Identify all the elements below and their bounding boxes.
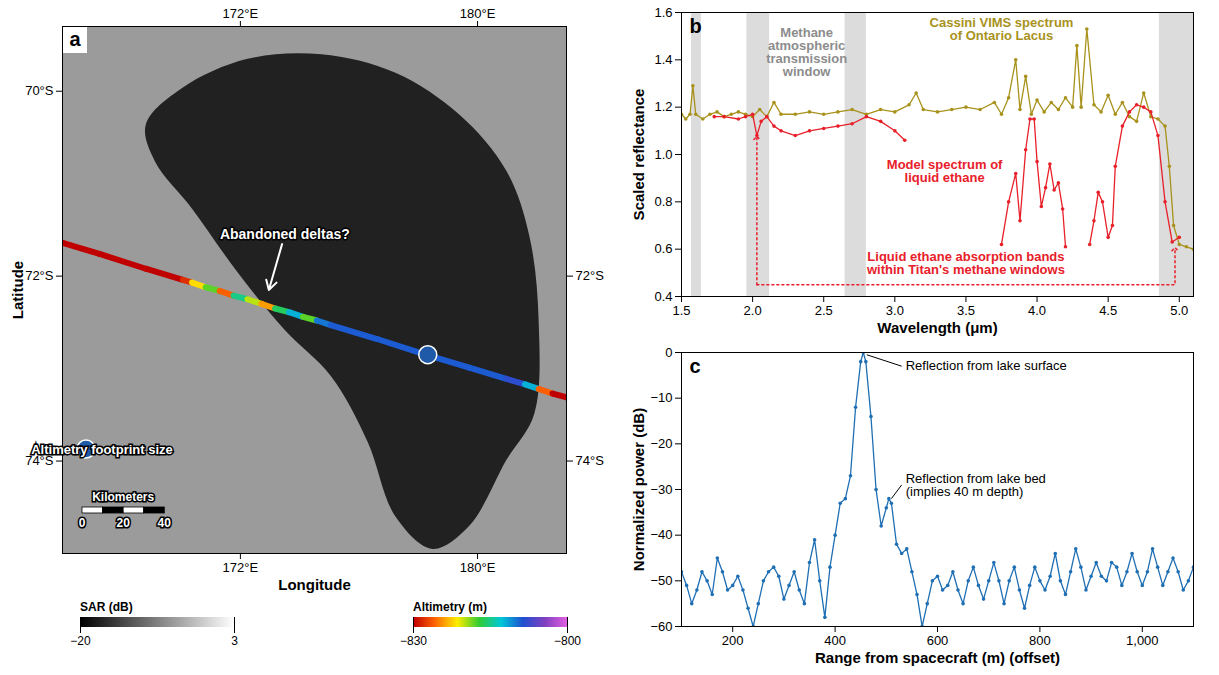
svg-text:Latitude: Latitude: [9, 261, 26, 319]
svg-text:Cassini VIMS spectrumof Ontari: Cassini VIMS spectrumof Ontario Lacus: [930, 15, 1074, 43]
svg-text:400: 400: [824, 633, 846, 648]
svg-text:−40: −40: [650, 527, 672, 542]
svg-text:180°E: 180°E: [460, 560, 496, 575]
svg-text:1,000: 1,000: [1126, 633, 1159, 648]
svg-text:2.5: 2.5: [815, 303, 833, 318]
svg-text:Longitude: Longitude: [278, 576, 350, 593]
svg-text:74°S: 74°S: [25, 453, 54, 469]
svg-text:Reflection from lake surface: Reflection from lake surface: [906, 358, 1067, 373]
svg-text:74°S: 74°S: [576, 453, 605, 468]
svg-text:3.5: 3.5: [957, 303, 975, 318]
svg-text:1.6: 1.6: [654, 5, 672, 20]
svg-text:c: c: [690, 355, 701, 377]
svg-text:−830: −830: [400, 634, 427, 648]
svg-text:172°E: 172°E: [223, 560, 259, 575]
svg-text:2.0: 2.0: [744, 303, 762, 318]
svg-text:Methaneatmospherictransmission: Methaneatmospherictransmissionwindow: [766, 25, 847, 79]
svg-text:−50: −50: [650, 573, 672, 588]
svg-text:0.4: 0.4: [654, 289, 672, 304]
svg-text:70°S: 70°S: [25, 83, 54, 98]
svg-text:a: a: [69, 28, 81, 50]
svg-text:0.6: 0.6: [654, 241, 672, 256]
svg-text:Scaled reflectance: Scaled reflectance: [630, 89, 647, 221]
svg-text:0.8: 0.8: [654, 194, 672, 209]
svg-text:Kilometers: Kilometers: [92, 490, 154, 504]
svg-text:3: 3: [231, 634, 238, 648]
svg-text:4.5: 4.5: [1099, 303, 1117, 318]
svg-text:Altimetry (m): Altimetry (m): [413, 600, 487, 614]
svg-text:1.5: 1.5: [672, 303, 690, 318]
svg-text:Normalized power (dB): Normalized power (dB): [630, 408, 647, 571]
svg-text:40: 40: [158, 516, 172, 530]
svg-text:5.0: 5.0: [1170, 303, 1188, 318]
svg-text:Model spectrum ofliquid ethane: Model spectrum ofliquid ethane: [887, 157, 1003, 185]
svg-text:4.0: 4.0: [1028, 303, 1046, 318]
svg-text:0: 0: [665, 345, 672, 360]
svg-text:Wavelength (μm): Wavelength (μm): [877, 319, 997, 336]
svg-text:1.2: 1.2: [654, 99, 672, 114]
svg-text:180°E: 180°E: [460, 6, 496, 21]
svg-text:1.0: 1.0: [654, 147, 672, 162]
svg-text:3.0: 3.0: [886, 303, 904, 318]
svg-text:b: b: [690, 15, 702, 37]
svg-text:0: 0: [79, 516, 86, 530]
svg-text:20: 20: [116, 516, 130, 530]
svg-text:Liquid ethane absorption bands: Liquid ethane absorption bandswithin Tit…: [866, 249, 1065, 277]
svg-text:−30: −30: [650, 482, 672, 497]
svg-text:72°S: 72°S: [25, 268, 54, 283]
svg-text:Altimetry footprint size: Altimetry footprint size: [31, 442, 173, 457]
svg-text:−800: −800: [554, 634, 581, 648]
svg-text:SAR (dB): SAR (dB): [80, 600, 133, 614]
svg-text:Abandoned deltas?: Abandoned deltas?: [220, 226, 350, 242]
svg-text:−20: −20: [70, 634, 91, 648]
svg-text:600: 600: [927, 633, 949, 648]
svg-text:800: 800: [1029, 633, 1051, 648]
svg-text:−60: −60: [650, 619, 672, 634]
svg-text:Reflection from lake bed(impli: Reflection from lake bed(implies 40 m de…: [906, 471, 1046, 499]
svg-text:−10: −10: [650, 390, 672, 405]
svg-text:72°S: 72°S: [576, 268, 605, 283]
svg-text:200: 200: [722, 633, 744, 648]
svg-text:Range from spacecraft (m) (off: Range from spacecraft (m) (offset): [815, 649, 1060, 666]
svg-text:1.4: 1.4: [654, 52, 672, 67]
svg-text:172°E: 172°E: [223, 6, 259, 21]
svg-text:−20: −20: [650, 436, 672, 451]
